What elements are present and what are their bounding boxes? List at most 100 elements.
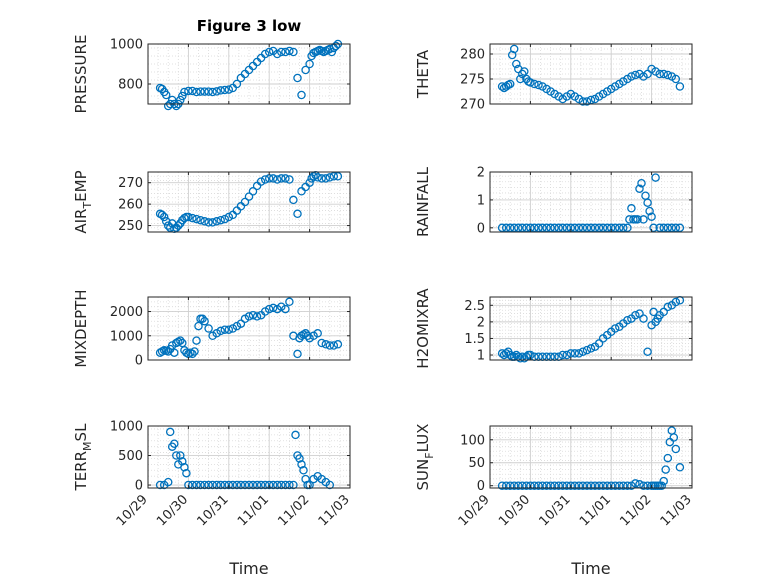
data-point [264, 304, 274, 314]
y-tick-label: 1.5 [464, 332, 485, 347]
x-tick-label: 10/30 [154, 492, 191, 529]
data-point [244, 480, 254, 490]
data-point [497, 481, 507, 490]
data-point [325, 341, 335, 350]
data-point [188, 213, 197, 223]
data-point [645, 206, 654, 216]
data-point [165, 223, 175, 232]
data-point [526, 78, 535, 87]
data-point [582, 345, 592, 355]
data-point [172, 101, 181, 111]
data-point [598, 223, 608, 233]
y-tick-label: 50 [468, 456, 485, 471]
data-point [669, 433, 679, 442]
data-point [277, 480, 286, 490]
data-point [582, 223, 592, 233]
data-point [228, 324, 238, 333]
data-point [631, 70, 640, 80]
data-point [623, 223, 632, 233]
data-point [244, 192, 254, 201]
data-point [509, 44, 519, 54]
data-point [176, 451, 185, 460]
data-point [602, 223, 612, 233]
data-point [190, 347, 199, 356]
y-axis-label: SUNFLUX [414, 424, 436, 491]
data-point [671, 223, 681, 233]
data-point [317, 338, 326, 348]
subplot-1: 800 1000 PRESSURE Figure 3 low [72, 17, 351, 113]
subplot-2: 270 275 280 THETA [414, 43, 693, 113]
data-point [558, 223, 567, 233]
data-point [327, 47, 337, 57]
data-point [248, 310, 258, 320]
data-point [637, 178, 646, 188]
data-point [520, 67, 529, 76]
data-point [497, 223, 507, 233]
data-point [590, 481, 600, 490]
data-point [562, 223, 572, 233]
data-point [333, 340, 343, 349]
y-tick-label: 0 [135, 479, 143, 494]
data-point [574, 481, 584, 490]
y-tick-label: 500 [118, 449, 143, 464]
data-point [297, 460, 306, 469]
data-point [196, 215, 205, 225]
data-point [204, 324, 213, 333]
data-point [497, 82, 507, 91]
data-point [647, 212, 656, 221]
data-point [216, 326, 225, 336]
data-point [170, 439, 179, 448]
data-point [623, 315, 632, 325]
x-tick-label: 11/02 [275, 492, 312, 529]
data-point [285, 175, 294, 184]
data-point [671, 444, 681, 454]
data-point [619, 223, 628, 233]
data-point [631, 479, 640, 488]
data-point [497, 349, 507, 358]
data-point [526, 481, 535, 490]
data-point [514, 481, 523, 490]
data-point [172, 451, 181, 460]
data-point [260, 49, 270, 59]
data-point [208, 480, 217, 490]
data-point [157, 210, 167, 220]
y-tick-label: 0 [135, 354, 143, 369]
data-point [590, 223, 600, 233]
data-point [509, 223, 519, 233]
data-point [260, 175, 270, 184]
data-point [501, 223, 511, 233]
data-point [170, 348, 179, 357]
axes-box [489, 425, 693, 489]
y-tick-label: 1 [477, 193, 485, 208]
data-point [220, 214, 230, 224]
y-tick-label: 270 [118, 176, 143, 191]
data-point [649, 223, 658, 233]
data-point [196, 87, 205, 96]
plot-area [148, 297, 350, 360]
data-point [643, 347, 652, 356]
data-point [289, 195, 298, 205]
data-point [305, 59, 314, 69]
data-point [663, 223, 673, 233]
data-point [514, 223, 523, 233]
x-tick-label: 10/31 [537, 492, 574, 529]
data-point [252, 312, 262, 321]
axes-box [489, 171, 693, 233]
data-point [643, 198, 652, 207]
data-point [180, 463, 189, 472]
data-point [305, 178, 314, 187]
x-tick-label: 11/03 [658, 492, 695, 529]
data-point [518, 223, 527, 233]
y-tick-label: 0 [477, 479, 485, 494]
data-point [619, 481, 628, 490]
y-tick-label: 2 [477, 166, 485, 181]
figure-title: Figure 3 low [197, 17, 302, 35]
data-point [663, 453, 673, 463]
data-point [224, 212, 234, 222]
data-point [293, 209, 302, 219]
data-point [659, 307, 668, 317]
subplot-5: 0 1000 2000 MIXDEPTH [72, 289, 351, 369]
y-tick-label: 1000 [110, 420, 143, 435]
data-point [534, 223, 543, 233]
data-point [317, 174, 326, 183]
